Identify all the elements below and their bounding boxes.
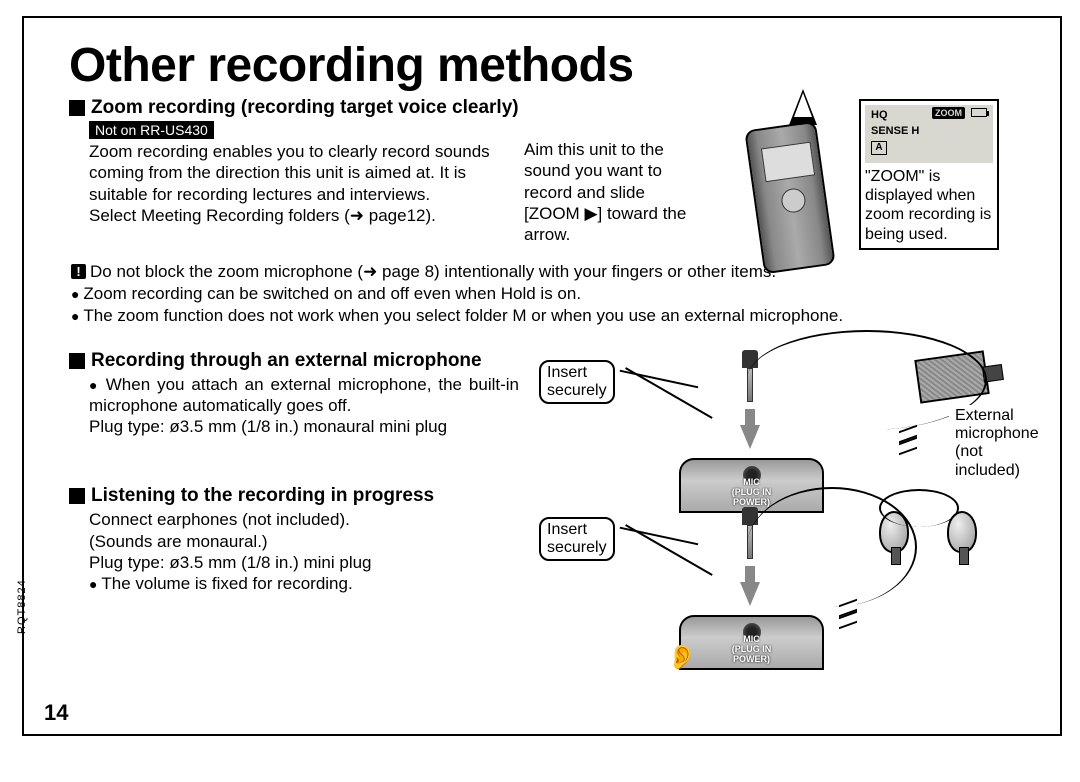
zoom-heading: Zoom recording (recording target voice c… — [69, 97, 524, 119]
zoom-illustration: HQ ZOOM SENSE H A "ZOOM" is displayed wh… — [699, 97, 999, 245]
jack-top-icon: MIC (PLUG IN POWER) — [679, 615, 824, 670]
listen-section: Listening to the recording in progress C… — [69, 485, 519, 594]
zoom-text-col: Zoom recording (recording target voice c… — [69, 97, 524, 245]
down-arrow-icon — [740, 425, 760, 449]
note-caution: Do not block the zoom microphone (➜ page… — [71, 261, 1032, 283]
listen-heading: Listening to the recording in progress — [69, 485, 519, 507]
ext-mic-section: Recording through an external microphone… — [69, 350, 519, 438]
lower-diagrams: Insert securely MIC (PLUG IN POWER) Exte… — [529, 350, 1032, 682]
ext-mic-label: External microphone (not included) — [949, 405, 1045, 483]
note-item: Zoom recording can be switched on and of… — [71, 283, 1032, 305]
jack-label: MIC (PLUG IN POWER) — [716, 634, 787, 664]
page-title: Other recording methods — [69, 38, 1032, 93]
lcd-screen: HQ ZOOM SENSE H A — [865, 105, 993, 163]
lcd-zoom-indicator: ZOOM — [932, 107, 965, 119]
document-code: RQT8824 — [16, 579, 28, 634]
lcd-caption: "ZOOM" is displayed when zoom recording … — [865, 167, 993, 244]
cable-split-icon — [879, 489, 959, 527]
lead-line — [625, 367, 712, 418]
down-arrow-icon — [740, 582, 760, 606]
model-exclusion-badge: Not on RR-US430 — [89, 121, 214, 139]
earphone-diagram: Insert securely MIC (PLUG IN POWER) 👂 — [529, 507, 1032, 682]
listen-line: (Sounds are monaural.) — [89, 531, 519, 552]
aim-arrow-icon — [789, 89, 817, 125]
ext-mic-plug: Plug type: ø3.5 mm (1/8 in.) monaural mi… — [89, 416, 519, 437]
cable-break-icon — [839, 602, 857, 628]
listen-line: Connect earphones (not included). — [89, 509, 519, 530]
lcd-folder: A — [871, 141, 887, 155]
zoom-instruction: Aim this unit to the sound you want to r… — [524, 97, 699, 245]
manual-page: Other recording methods Zoom recording (… — [22, 16, 1062, 736]
lcd-callout: HQ ZOOM SENSE H A "ZOOM" is displayed wh… — [859, 99, 999, 250]
lcd-sense: SENSE H — [871, 125, 919, 137]
lead-line — [625, 524, 712, 575]
zoom-notes: Do not block the zoom microphone (➜ page… — [71, 261, 1032, 327]
listen-line: Plug type: ø3.5 mm (1/8 in.) mini plug — [89, 552, 519, 573]
battery-icon — [971, 108, 987, 117]
insert-securely-label: Insert securely — [539, 360, 615, 405]
cable-break-icon — [899, 428, 917, 454]
ext-mic-bullet: When you attach an external microphone, … — [89, 374, 519, 417]
ext-mic-heading: Recording through an external microphone — [69, 350, 519, 372]
lcd-hq: HQ — [871, 109, 888, 121]
zoom-paragraph: Zoom recording enables you to clearly re… — [89, 141, 524, 226]
page-number: 14 — [44, 700, 68, 726]
listen-bullet: The volume is fixed for recording. — [89, 573, 519, 594]
recorder-device-icon — [744, 121, 835, 275]
note-item: The zoom function does not work when you… — [71, 305, 1032, 327]
lower-row: Recording through an external microphone… — [69, 350, 1032, 682]
lower-text-col: Recording through an external microphone… — [69, 350, 519, 682]
zoom-section: Zoom recording (recording target voice c… — [69, 97, 1032, 245]
insert-securely-label: Insert securely — [539, 517, 615, 562]
ear-icon: 👂 — [667, 643, 697, 672]
